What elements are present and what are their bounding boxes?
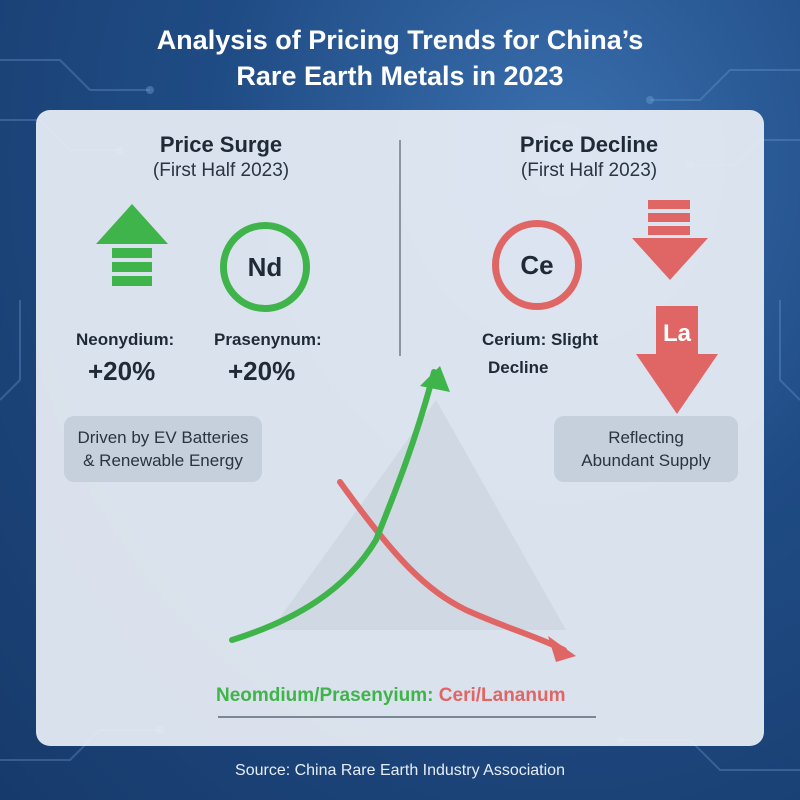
increase-trend-curve: [229, 369, 437, 643]
decline-trend-curve: [337, 479, 567, 653]
cerium-label-line-2: Decline: [488, 358, 549, 377]
right-note: Reflecting Abundant Supply: [554, 416, 738, 482]
trend-curves: [229, 366, 576, 662]
neodymium-label: Neonydium:: [76, 330, 175, 349]
nd-element-circle: Nd: [220, 222, 310, 312]
decline-arrowhead: [548, 636, 576, 662]
left-note-line-1: Driven by EV Batteries: [77, 428, 249, 447]
legend-baseline: [218, 716, 596, 718]
ce-element-circle: Ce: [492, 220, 582, 310]
legend-increase-label: Neomdium/Prasenyium:: [216, 685, 434, 706]
title-line-2: Rare Earth Metals in 2023: [236, 61, 564, 91]
increase-arrowhead: [420, 366, 450, 392]
right-note-line-2: Abundant Supply: [581, 451, 711, 470]
praseodymium-label: Prasenynum:: [214, 330, 322, 349]
content-card: Price Surge (First Half 2023) Nd Neonydi…: [36, 110, 764, 746]
title-line-1: Analysis of Pricing Trends for China’s: [156, 25, 644, 55]
left-note-line-2: & Renewable Energy: [83, 451, 243, 470]
right-subheading: (First Half 2023): [520, 160, 658, 181]
left-note: Driven by EV Batteries & Renewable Energ…: [64, 416, 262, 482]
right-heading: Price Decline: [519, 132, 659, 157]
source-citation: Source: China Rare Earth Industry Associ…: [235, 762, 565, 779]
up-arrow-icon: [96, 204, 168, 286]
legend: Neomdium/Prasenyium: Ceri/Lananum: [216, 685, 565, 707]
right-note-line-1: Reflecting: [608, 428, 684, 447]
neodymium-value: +20%: [88, 356, 156, 386]
praseodymium-value: +20%: [228, 356, 296, 386]
la-element-symbol: La: [662, 320, 691, 347]
center-divider: [399, 140, 401, 356]
la-down-arrow-icon: [636, 306, 718, 414]
mountain-shape: [271, 400, 566, 630]
cerium-label-line-1: Cerium: Slight: [482, 330, 599, 349]
left-subheading: (First Half 2023): [152, 160, 290, 181]
legend-decrease-label: Ceri/Lananum: [438, 685, 566, 706]
page-title: Analysis of Pricing Trends for China’s R…: [0, 22, 800, 94]
left-heading: Price Surge: [159, 132, 283, 157]
down-arrow-icon: [632, 200, 708, 280]
